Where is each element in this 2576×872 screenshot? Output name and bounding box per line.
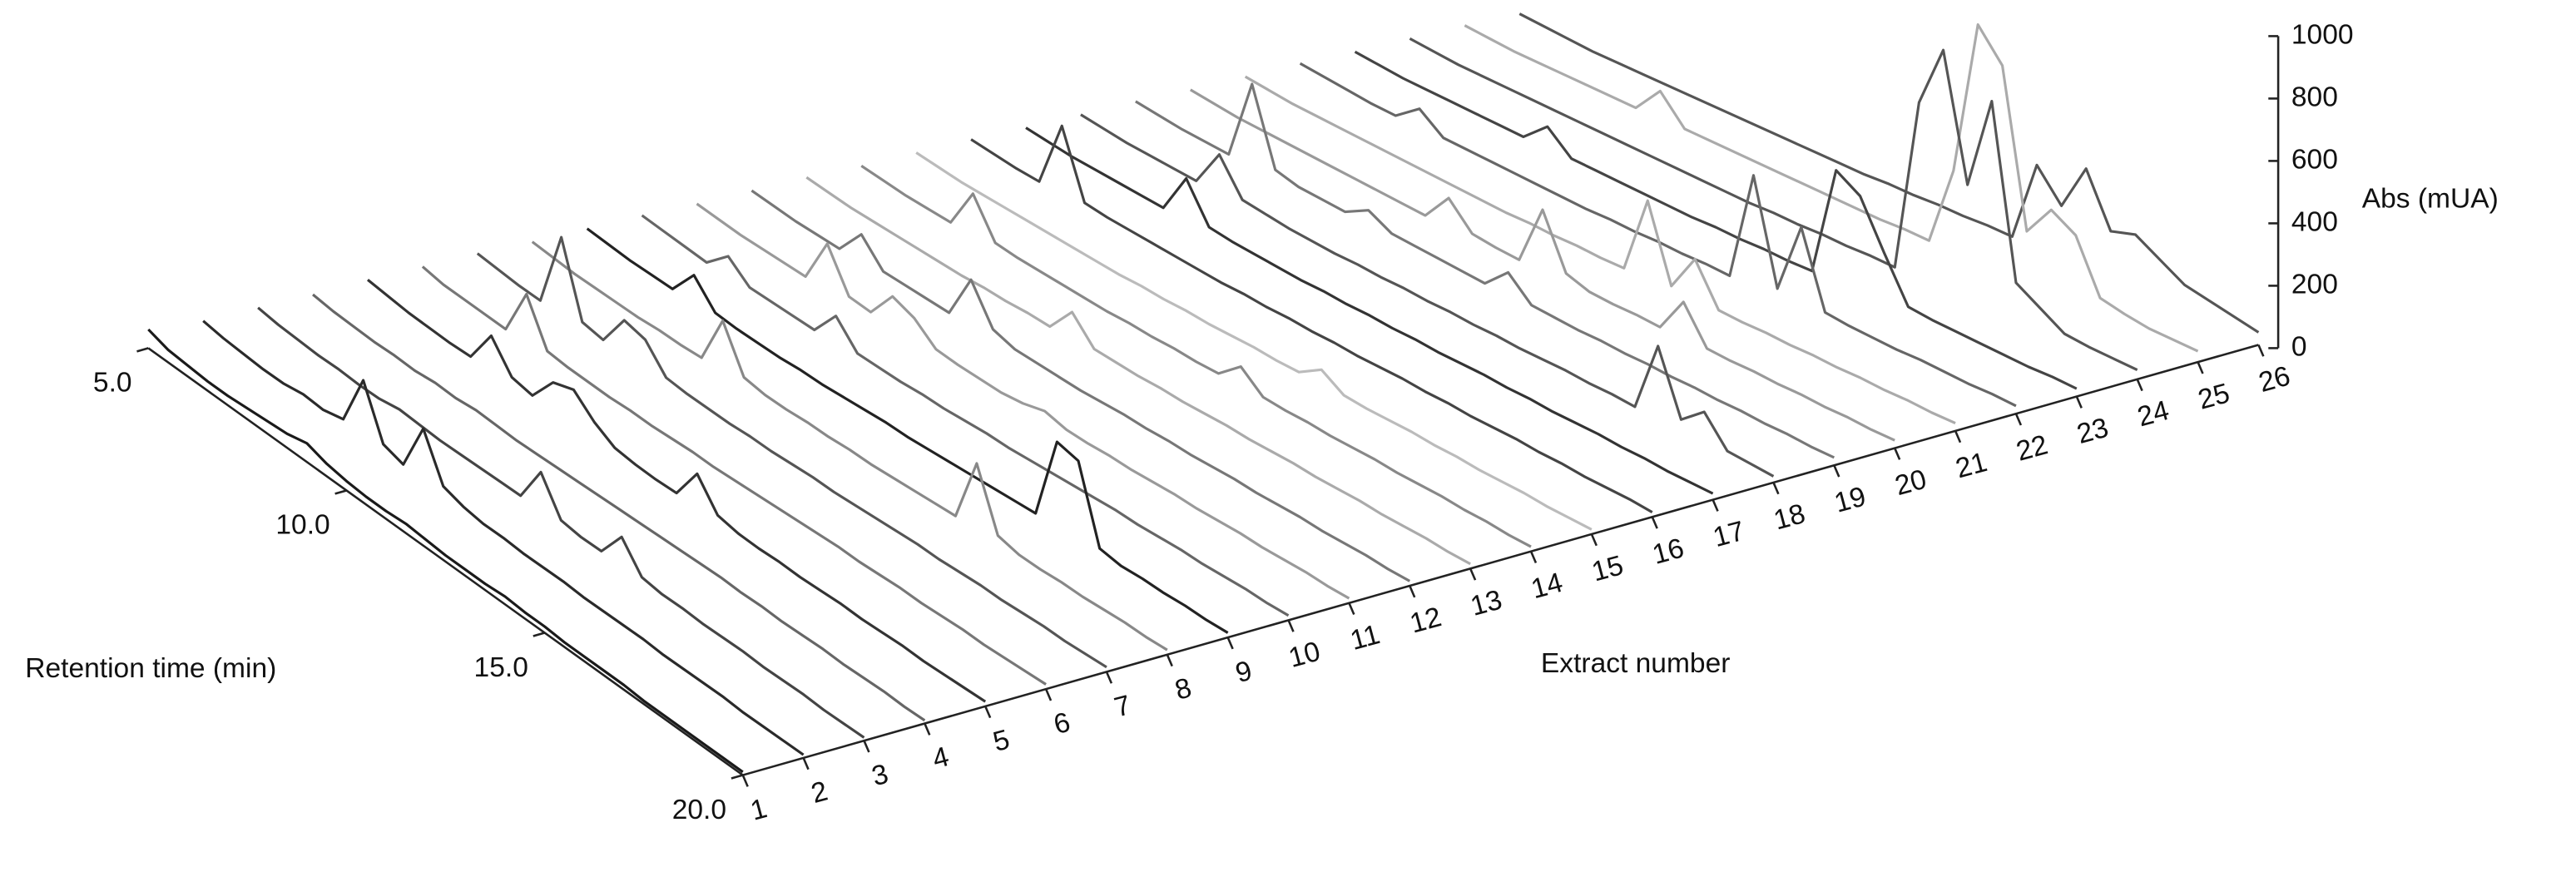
category-tick <box>984 706 992 719</box>
trace <box>1518 12 2260 334</box>
category-tick-label: 22 <box>2013 429 2051 467</box>
category-tick-label: 15 <box>1588 550 1627 587</box>
category-tick-label: 12 <box>1407 602 1445 639</box>
trace <box>312 293 926 722</box>
trace <box>915 151 1593 531</box>
y-tick-label: 400 <box>2291 206 2338 237</box>
trace <box>366 279 987 703</box>
trace <box>1409 37 2138 372</box>
category-tick-label: 26 <box>2256 361 2294 399</box>
category-tick <box>1529 551 1538 563</box>
category-tick <box>1833 464 1840 478</box>
trace <box>805 176 1471 566</box>
y-tick-label: 200 <box>2291 269 2338 300</box>
category-tick-label: 21 <box>1953 447 1991 484</box>
trace <box>860 164 1532 548</box>
category-tick <box>2197 361 2204 374</box>
trace <box>696 202 1350 600</box>
category-tick <box>1590 533 1598 547</box>
trace <box>970 124 1653 514</box>
trace <box>1080 113 1775 478</box>
trace <box>531 240 1168 652</box>
x-tick-label: 10.0 <box>275 510 329 541</box>
category-axis-label: Extract number <box>1541 648 1730 679</box>
category-tick <box>1712 499 1719 512</box>
category-tick <box>2136 379 2143 392</box>
category-tick <box>1166 654 1173 667</box>
x-tick <box>136 347 149 353</box>
trace <box>1025 126 1714 495</box>
category-tick-label: 4 <box>929 741 953 775</box>
category-tick-label: 17 <box>1710 516 1748 553</box>
category-tick <box>924 722 931 736</box>
category-tick <box>1348 602 1355 616</box>
category-tick-label: 19 <box>1831 481 1870 518</box>
category-tick-label: 14 <box>1528 567 1567 605</box>
category-tick-label: 16 <box>1649 533 1687 570</box>
trace <box>1464 22 2199 353</box>
category-tick <box>1226 637 1234 650</box>
trace <box>1244 75 1956 424</box>
category-tick-label: 25 <box>2195 378 2233 415</box>
x-tick <box>731 774 744 780</box>
trace <box>1189 88 1895 442</box>
trace <box>1135 82 1835 459</box>
category-tick-label: 3 <box>869 759 892 793</box>
category-tick-label: 13 <box>1468 584 1506 622</box>
trace <box>751 189 1411 582</box>
trace <box>586 227 1229 634</box>
category-tick <box>1651 516 1658 529</box>
x-tick-label: 5.0 <box>93 368 132 399</box>
y-tick-label: 800 <box>2291 82 2338 112</box>
category-tick-label: 10 <box>1286 637 1324 674</box>
category-tick-label: 6 <box>1051 707 1074 741</box>
category-tick <box>1044 688 1053 701</box>
category-tick-label: 7 <box>1111 690 1134 724</box>
y-tick-label: 1000 <box>2291 19 2354 50</box>
trace <box>476 235 1107 669</box>
category-tick-label: 18 <box>1771 498 1809 536</box>
trace <box>202 320 805 756</box>
trace <box>257 306 865 739</box>
category-tick <box>1954 430 1962 443</box>
category-tick-label: 5 <box>990 724 1013 758</box>
category-tick <box>1772 482 1780 495</box>
trace <box>147 328 744 774</box>
x-tick <box>334 489 347 495</box>
category-tick <box>1105 671 1113 684</box>
x-tick <box>533 632 545 637</box>
category-axis <box>742 344 2259 776</box>
y-axis-label: Abs (mUA) <box>2362 184 2499 215</box>
category-tick <box>1469 567 1477 581</box>
category-tick <box>863 740 870 753</box>
category-tick <box>802 757 810 770</box>
trace <box>421 265 1047 686</box>
trace <box>1354 50 2078 390</box>
category-tick-label: 20 <box>1892 464 1930 502</box>
category-tick <box>2257 344 2265 357</box>
category-tick <box>2075 396 2083 409</box>
x-axis <box>147 347 744 776</box>
category-tick <box>741 775 749 787</box>
category-tick <box>1894 448 1901 460</box>
category-tick-label: 24 <box>2134 395 2172 433</box>
x-axis-label: Retention time (min) <box>25 653 276 684</box>
y-tick-label: 0 <box>2291 331 2307 362</box>
y-tick-label: 600 <box>2291 144 2338 175</box>
category-tick-label: 9 <box>1232 656 1256 690</box>
x-tick-label: 20.0 <box>672 795 726 825</box>
trace <box>641 214 1290 617</box>
category-tick-label: 1 <box>747 793 770 827</box>
category-tick <box>1409 585 1416 598</box>
category-tick-label: 2 <box>808 775 831 810</box>
category-tick <box>1287 619 1295 632</box>
x-tick-label: 15.0 <box>474 652 528 683</box>
category-tick <box>2014 413 2023 426</box>
category-tick-label: 23 <box>2073 413 2112 450</box>
category-tick-label: 11 <box>1347 619 1383 656</box>
category-tick-label: 8 <box>1172 672 1195 706</box>
